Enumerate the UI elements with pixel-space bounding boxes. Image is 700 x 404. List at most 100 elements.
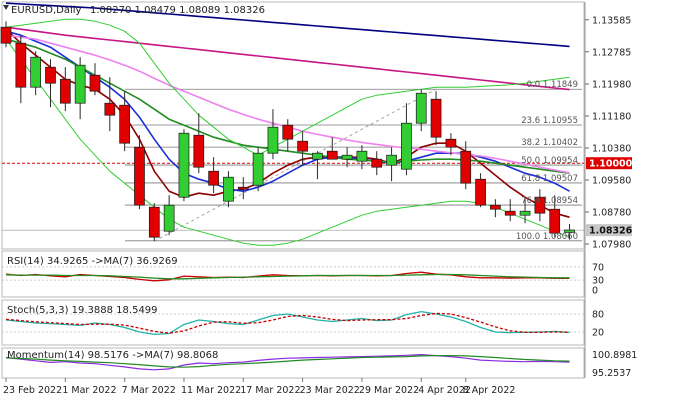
time-axis: 23 Feb 2022 1 Mar 2022 7 Mar 2022 11 Mar 20… <box>3 378 515 396</box>
momentum-series-line <box>5 355 570 368</box>
moving-average-line <box>5 26 570 91</box>
price-tick-label: 1.11180 <box>592 112 631 123</box>
momentum-panel-frame <box>1 347 585 379</box>
momentum-tick-label: 100.8981 <box>592 350 637 361</box>
stoch-layer: 80 20 <box>2 310 604 339</box>
main-panel-frame <box>1 1 585 250</box>
candle-body <box>178 132 190 198</box>
momentum-title: Momentum(14) 98.5176 ->MA(7) 98.8068 <box>7 350 218 361</box>
rsi-series-line <box>5 273 570 280</box>
candle-body <box>564 229 575 233</box>
candle-body <box>326 150 338 160</box>
time-tick-label: 23 Mar 2022 <box>300 385 360 396</box>
fib-level-label: 76.4 1.08954 <box>521 196 578 206</box>
price-tick-label: 1.11980 <box>592 80 631 91</box>
momentum-tick-label: 95.2537 <box>592 368 631 379</box>
candle-body <box>282 124 294 140</box>
level-price-label: 1.10000 <box>589 159 633 170</box>
candle-body <box>267 126 279 154</box>
time-tick-label: 4 Apr 2022 <box>418 385 471 396</box>
time-tick-label: 23 Feb 2022 <box>3 385 62 396</box>
trend-line-layer <box>154 88 437 242</box>
collapse-arrow-icon[interactable] <box>3 5 9 10</box>
rsi-tick-label: 70 <box>592 262 604 273</box>
fib-trend-line <box>154 88 437 242</box>
candle-body <box>193 134 205 168</box>
momentum-series-line <box>5 354 570 371</box>
rsi-tick-label: 30 <box>592 276 604 287</box>
time-tick-label: 8 Apr 2022 <box>463 385 516 396</box>
fib-level-label: 0.0 1.11849 <box>527 80 578 90</box>
candle-body <box>297 140 308 152</box>
candle-body <box>534 196 546 214</box>
momentum-layer: 100.8981 95.2537 <box>5 350 637 379</box>
candle-body <box>59 78 71 104</box>
fib-level-label: 23.6 1.10955 <box>521 116 578 126</box>
candle-body <box>519 210 531 216</box>
candle-body <box>460 150 472 184</box>
candle-body <box>30 56 42 88</box>
fibonacci-labels: 0.0 1.11849 23.6 1.10955 38.2 1.10402 50.0 … <box>516 80 578 242</box>
header-symbol: EURUSD,Daily <box>11 5 82 16</box>
moving-average-line <box>5 28 570 218</box>
rsi-layer: 70 300 <box>2 262 604 297</box>
candle-body <box>415 92 427 124</box>
stoch-series-line <box>5 310 570 336</box>
time-tick-label: 29 Mar 2022 <box>359 385 419 396</box>
price-tick-label: 1.10380 <box>592 144 631 155</box>
candle-body <box>74 64 86 104</box>
price-tick-label: 1.09580 <box>592 176 631 187</box>
candle-body <box>475 178 486 206</box>
stoch-tick-label: 20 <box>592 328 604 339</box>
current-price-box <box>586 224 632 237</box>
stoch-series-line <box>5 312 570 334</box>
candle-body <box>237 186 249 190</box>
candle-body <box>208 170 219 186</box>
current-price-label: 1.08326 <box>589 226 633 237</box>
candle-body <box>549 208 561 234</box>
time-tick-label: 11 Mar 2022 <box>181 385 241 396</box>
candle-body <box>445 138 457 148</box>
price-tick-label: 1.12785 <box>592 47 631 58</box>
candle-body <box>148 206 160 238</box>
candle-body <box>430 98 442 138</box>
candle-body <box>15 42 27 88</box>
candle-body <box>163 204 175 232</box>
candlestick-layer <box>0 21 575 242</box>
stoch-tick-label: 80 <box>592 310 604 321</box>
candle-body <box>490 204 501 210</box>
candle-body <box>312 152 323 160</box>
level-price-box <box>586 157 632 170</box>
candle-body <box>356 150 368 162</box>
candle-body <box>104 102 116 116</box>
candle-body <box>341 154 353 160</box>
rsi-title: RSI(14) 34.9265 ->MA(7) 36.9269 <box>7 256 178 267</box>
candle-body <box>223 176 234 202</box>
fib-level-label: 100.0 1.08060 <box>516 232 578 242</box>
candle-body <box>119 104 130 144</box>
candle-body <box>89 74 101 92</box>
header-ohlc: 1.08270 1.08479 1.08089 1.08326 <box>90 5 265 16</box>
candle-body <box>401 122 412 170</box>
candle-body <box>371 158 383 168</box>
candle-body <box>252 152 264 186</box>
candle-body <box>45 66 56 84</box>
price-tick-label: 1.08780 <box>592 208 631 219</box>
candle-body <box>504 210 516 216</box>
time-tick-label: 1 Mar 2022 <box>62 385 116 396</box>
candle-body <box>386 154 397 166</box>
time-tick-label: 7 Mar 2022 <box>122 385 176 396</box>
price-tick-label: 1.13585 <box>592 15 631 26</box>
moving-average-line <box>5 2 570 48</box>
stoch-panel-frame <box>1 299 585 346</box>
rsi-panel-frame <box>1 250 585 298</box>
rsi-tick-label: 0 <box>592 286 598 297</box>
candle-body <box>134 146 145 206</box>
candle-body <box>0 26 12 44</box>
price-tick-label: 1.07980 <box>592 240 631 251</box>
fib-level-label: 38.2 1.10402 <box>521 138 578 148</box>
price-axis: 1.13585 1.12785 1.11980 1.11180 1.10380 1.095… <box>584 2 633 378</box>
